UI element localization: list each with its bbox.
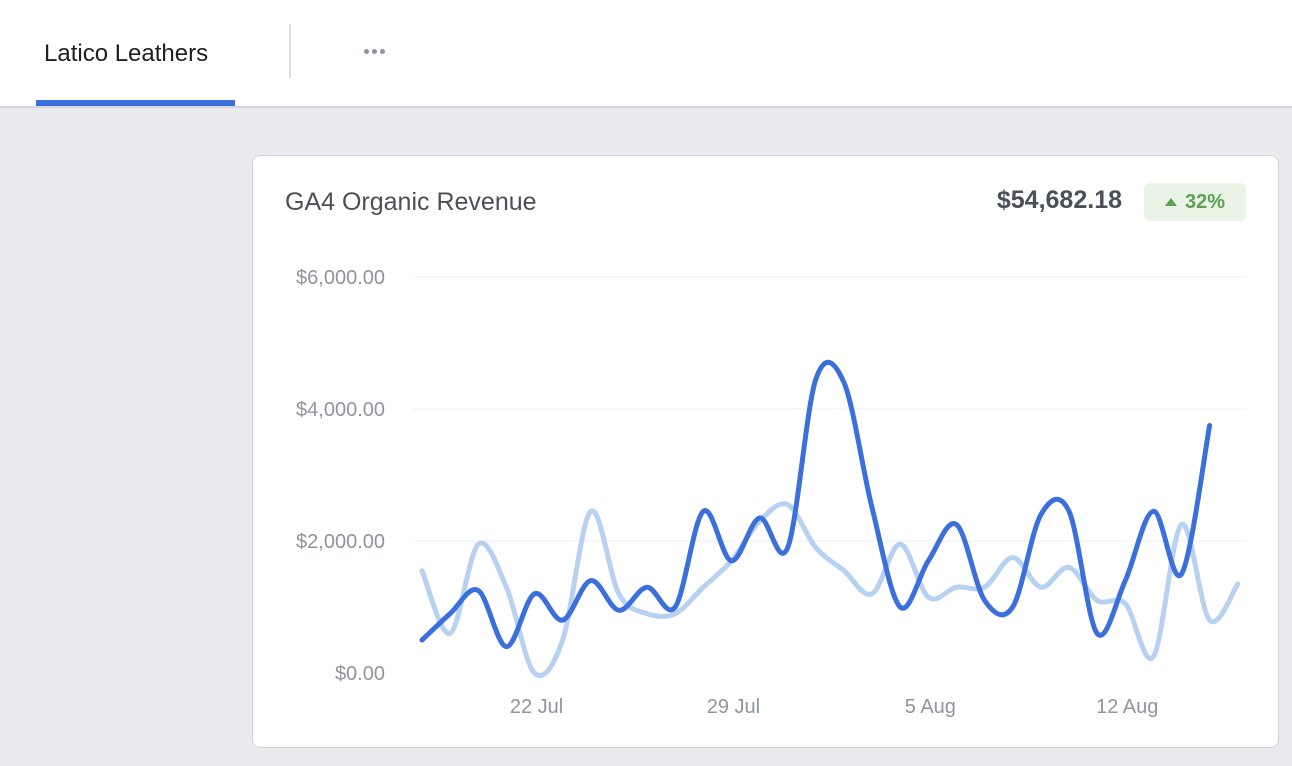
top-nav: Latico Leathers xyxy=(0,0,1292,108)
tab-divider xyxy=(289,24,291,78)
more-horizontal-icon xyxy=(363,48,385,54)
x-tick-label: 29 Jul xyxy=(707,696,760,718)
card-title: GA4 Organic Revenue xyxy=(285,188,537,216)
active-tab-indicator xyxy=(36,100,235,106)
y-tick-label: $2,000.00 xyxy=(296,531,385,553)
more-options-button[interactable] xyxy=(352,36,396,66)
tab-latico-leathers[interactable]: Latico Leathers xyxy=(36,0,235,106)
x-tick-label: 12 Aug xyxy=(1096,696,1158,718)
y-tick-label: $0.00 xyxy=(335,663,385,685)
tab-label: Latico Leathers xyxy=(44,40,209,67)
change-badge: 32% xyxy=(1144,183,1246,221)
y-tick-label: $4,000.00 xyxy=(296,399,385,421)
x-tick-label: 5 Aug xyxy=(905,696,956,718)
previous-period-line xyxy=(419,501,1241,678)
x-tick-label: 22 Jul xyxy=(510,696,563,718)
arrow-up-icon xyxy=(1164,198,1177,206)
total-revenue-value: $54,682.18 xyxy=(996,186,1122,214)
current-period-line xyxy=(419,359,1213,650)
revenue-line-chart: $0.00 $2,000.00 $4,000.00 $6,000.00 22 Jul 29… xyxy=(296,267,1246,718)
y-tick-label: $6,000.00 xyxy=(296,267,385,289)
change-percent: 32% xyxy=(1184,190,1226,213)
revenue-card: $0.00 $2,000.00 $4,000.00 $6,000.00 22 Jul 29… xyxy=(252,155,1279,748)
